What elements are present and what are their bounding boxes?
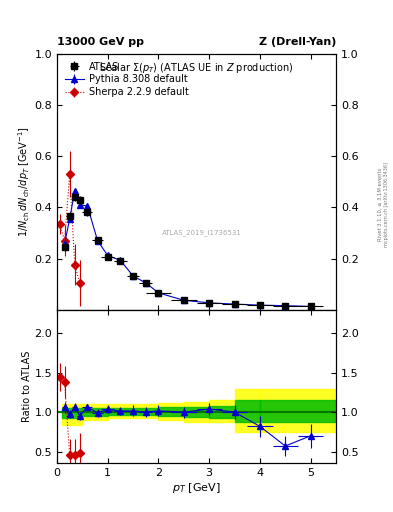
- Text: Scalar $\Sigma(p_T)$ (ATLAS UE in $Z$ production): Scalar $\Sigma(p_T)$ (ATLAS UE in $Z$ pr…: [99, 61, 294, 75]
- Bar: [158, 408, 184, 416]
- Bar: [209, 400, 235, 422]
- Bar: [108, 408, 133, 415]
- Y-axis label: $1/N_\mathrm{ch}\,dN_\mathrm{ch}/dp_T\;[\mathrm{GeV}^{-1}]$: $1/N_\mathrm{ch}\,dN_\mathrm{ch}/dp_T\;[…: [16, 126, 31, 237]
- Bar: [133, 404, 158, 418]
- Text: Rivet 3.1.10, ≥ 3.1M events: Rivet 3.1.10, ≥ 3.1M events: [378, 168, 383, 242]
- Bar: [260, 389, 336, 432]
- Text: 13000 GeV pp: 13000 GeV pp: [57, 37, 144, 47]
- Bar: [62, 408, 83, 418]
- Bar: [235, 400, 260, 421]
- Bar: [184, 407, 209, 417]
- Bar: [158, 403, 184, 420]
- Text: mcplots.cern.ch [arXiv:1306.3436]: mcplots.cern.ch [arXiv:1306.3436]: [384, 162, 389, 247]
- Text: ATLAS_2019_I1736531: ATLAS_2019_I1736531: [162, 229, 242, 237]
- Bar: [108, 404, 133, 418]
- Bar: [260, 400, 336, 421]
- Bar: [83, 408, 108, 416]
- Bar: [184, 402, 209, 421]
- X-axis label: $p_T$ [GeV]: $p_T$ [GeV]: [172, 481, 221, 495]
- Y-axis label: Ratio to ATLAS: Ratio to ATLAS: [22, 351, 31, 422]
- Text: Z (Drell-Yan): Z (Drell-Yan): [259, 37, 336, 47]
- Bar: [83, 404, 108, 420]
- Bar: [235, 389, 260, 432]
- Bar: [209, 406, 235, 418]
- Bar: [62, 404, 83, 425]
- Bar: [133, 408, 158, 415]
- Legend: ATLAS, Pythia 8.308 default, Sherpa 2.2.9 default: ATLAS, Pythia 8.308 default, Sherpa 2.2.…: [62, 58, 192, 100]
